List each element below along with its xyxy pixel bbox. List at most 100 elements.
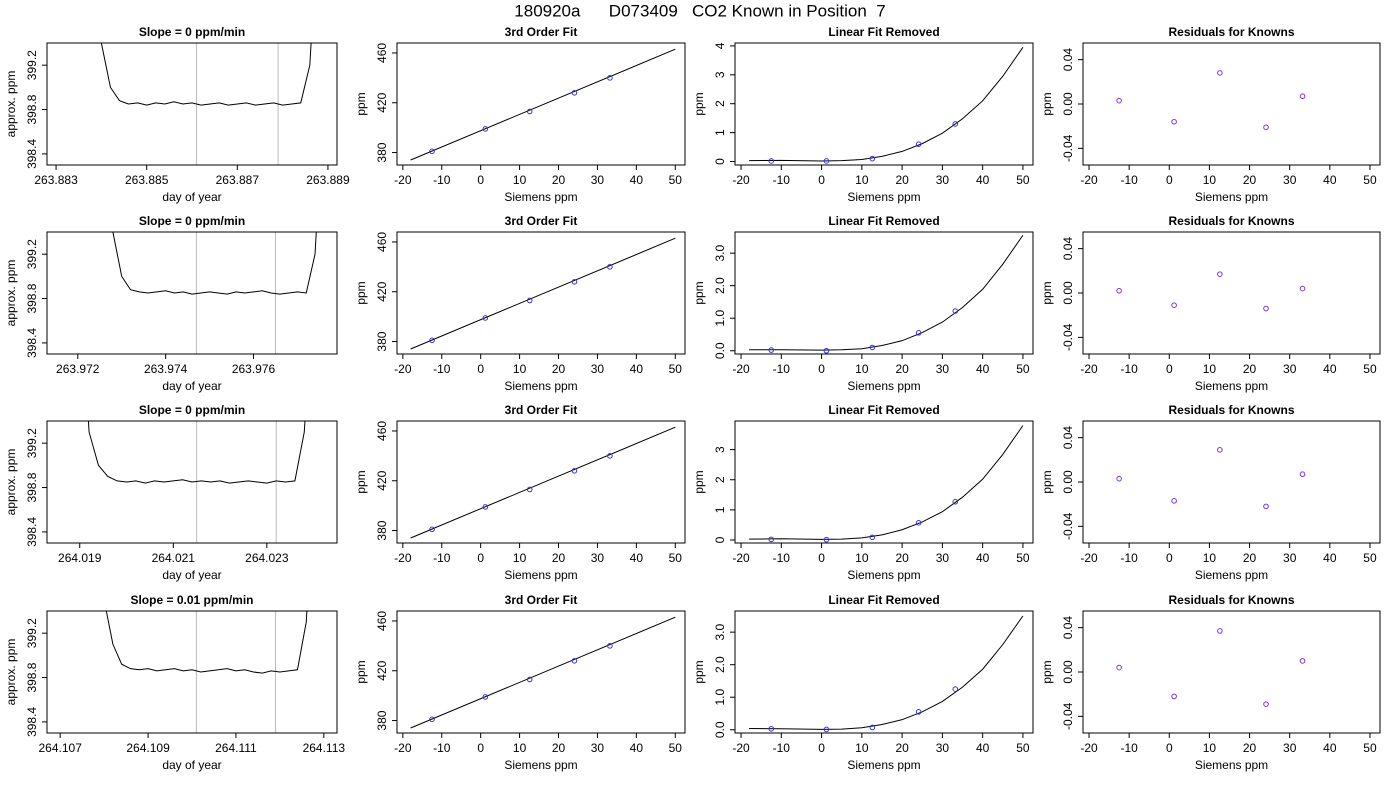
y-axis-label: approx. ppm	[4, 639, 18, 706]
x-tick-label: 40	[976, 741, 990, 755]
x-tick-label: 10	[855, 362, 869, 376]
x-tick-label: 264.023	[245, 551, 289, 565]
x-tick-label: 10	[513, 173, 527, 187]
data-point	[1299, 93, 1306, 100]
y-axis-label: ppm	[1040, 92, 1054, 115]
y-tick-label: 380	[375, 520, 389, 540]
data-point	[482, 126, 489, 132]
data-point	[1116, 664, 1122, 671]
x-axis-label: Siemens ppm	[504, 568, 577, 582]
data-point	[526, 108, 533, 115]
x-axis-label: day of year	[162, 758, 221, 772]
x-tick-label: -10	[1120, 741, 1138, 755]
panel-title: Residuals for Knowns	[1168, 403, 1294, 417]
data-point	[571, 467, 578, 474]
y-tick-label: 0.0	[713, 342, 727, 359]
x-tick-label: 50	[669, 362, 683, 376]
x-tick-label: 10	[855, 551, 869, 565]
data-point	[1299, 471, 1306, 478]
plot-frame	[396, 610, 686, 734]
x-tick-label: 50	[1363, 741, 1377, 755]
x-tick-label: 30	[591, 741, 605, 755]
plot-area	[100, 43, 312, 165]
y-tick-label: -0.04	[1061, 323, 1075, 351]
data-point	[768, 536, 775, 543]
y-tick-label: 380	[375, 710, 389, 730]
x-tick-label: 10	[513, 741, 527, 755]
plot-frame	[46, 610, 338, 734]
y-tick-label: 398.4	[25, 139, 39, 169]
data-point	[429, 716, 435, 723]
panel-title: Slope = 0 ppm/min	[139, 403, 245, 417]
x-tick-label: 20	[1243, 173, 1257, 187]
x-tick-label: -10	[1120, 551, 1138, 565]
plot-area	[112, 232, 317, 354]
trace-line	[112, 232, 317, 295]
data-point	[823, 726, 830, 733]
panel: Slope = 0 ppm/min day of year approx. ppm 2…	[4, 25, 350, 204]
data-point	[915, 709, 922, 715]
x-tick-label: 20	[1243, 551, 1257, 565]
x-tick-label: 10	[1203, 362, 1217, 376]
x-tick-label: -20	[732, 173, 750, 187]
panel: Linear Fit Removed Siemens ppm ppm -20 -10 0 1…	[692, 593, 1034, 772]
x-axis-label: Siemens ppm	[504, 758, 577, 772]
y-tick-label: 0.04	[1061, 426, 1075, 450]
panel: Slope = 0 ppm/min day of year approx. ppm 2…	[4, 403, 338, 582]
y-tick-label: 398.8	[25, 662, 39, 692]
data-point	[429, 526, 435, 533]
x-tick-label: 20	[1243, 741, 1257, 755]
plot-area	[410, 237, 676, 350]
y-tick-label: 460	[375, 43, 389, 63]
panel: 3rd Order Fit Siemens ppm ppm -20 -10 0 10 20 30…	[354, 214, 686, 393]
y-tick-label: 398.8	[25, 94, 39, 124]
data-point	[952, 121, 959, 127]
x-axis-label: day of year	[162, 379, 221, 393]
x-tick-label: 40	[976, 362, 990, 376]
x-tick-label: 264.107	[38, 741, 82, 755]
y-tick-label: 380	[375, 142, 389, 162]
data-point	[571, 657, 578, 664]
x-tick-label: -20	[1080, 362, 1098, 376]
y-tick-label: 420	[375, 92, 389, 112]
x-tick-label: 264.113	[303, 741, 346, 755]
data-point	[1263, 305, 1269, 312]
data-point	[1116, 475, 1122, 482]
data-point	[823, 158, 830, 164]
x-tick-label: -10	[773, 173, 791, 187]
plot-frame	[396, 231, 686, 355]
plot-frame	[1082, 231, 1381, 355]
y-axis-label: approx. ppm	[4, 449, 18, 516]
x-tick-label: 30	[936, 173, 950, 187]
plot-frame	[1082, 610, 1381, 734]
plot-area	[1116, 271, 1306, 312]
y-axis-label: ppm	[692, 92, 706, 115]
x-tick-label: 30	[1283, 741, 1297, 755]
x-tick-label: 264.019	[58, 551, 102, 565]
x-tick-label: -10	[773, 551, 791, 565]
main-title: 180920a D073409 CO2 Known in Position 7	[514, 1, 885, 20]
x-tick-label: 20	[552, 741, 566, 755]
x-tick-label: 0	[818, 551, 825, 565]
panel-title: 3rd Order Fit	[505, 214, 578, 228]
y-tick-label: 420	[375, 281, 389, 301]
x-tick-label: -20	[1080, 551, 1098, 565]
x-tick-label: 30	[936, 741, 950, 755]
x-tick-label: 0	[1166, 173, 1173, 187]
data-point	[1299, 658, 1306, 664]
x-tick-label: -20	[394, 551, 412, 565]
panel: Residuals for Knowns Siemens ppm ppm -20 -10…	[1040, 25, 1381, 204]
x-tick-label: 0	[477, 741, 484, 755]
data-point	[1116, 97, 1122, 104]
y-tick-label: 3	[713, 71, 727, 78]
panel: Residuals for Knowns Siemens ppm ppm -20 -10…	[1040, 214, 1381, 393]
data-point	[952, 498, 959, 505]
y-tick-label: 3.0	[713, 623, 727, 640]
x-tick-label: 30	[591, 173, 605, 187]
y-tick-label: -0.04	[1061, 512, 1075, 540]
y-tick-label: 399.2	[25, 618, 39, 648]
data-point	[1299, 285, 1306, 292]
y-tick-label: 399.2	[25, 428, 39, 458]
x-tick-label: 40	[630, 362, 644, 376]
trace-line	[87, 421, 306, 484]
